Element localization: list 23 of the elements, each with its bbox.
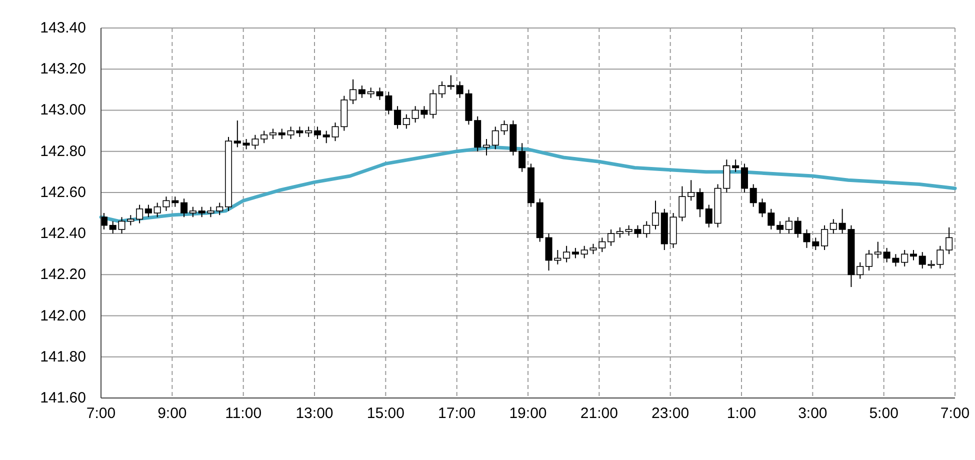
y-tick-label: 142.40: [40, 225, 86, 242]
x-tick-label: 19:00: [509, 405, 547, 422]
y-tick-label: 142.00: [40, 307, 86, 324]
x-tick-label: 15:00: [366, 405, 404, 422]
x-tick-label: 13:00: [296, 405, 334, 422]
y-tick-label: 143.40: [40, 20, 86, 36]
y-tick-label: 142.20: [40, 266, 86, 284]
x-tick-label: 7:00: [940, 405, 970, 422]
y-tick-label: 143.00: [40, 102, 86, 119]
y-tick-label: 142.80: [40, 142, 86, 160]
x-tick-label: 5:00: [869, 405, 898, 422]
x-tick-label: 11:00: [225, 405, 262, 422]
x-tick-label: 23:00: [652, 405, 690, 422]
y-tick-label: 141.80: [40, 348, 86, 366]
x-tick-label: 21:00: [580, 405, 618, 422]
x-tick-label: 3:00: [798, 405, 828, 422]
y-tick-label: 143.20: [40, 60, 86, 78]
y-tick-label: 141.60: [40, 390, 86, 406]
y-tick-label: 142.60: [40, 184, 86, 201]
x-tick-label: 1:00: [726, 405, 756, 422]
x-tick-label: 9:00: [158, 405, 187, 422]
x-tick-label: 17:00: [438, 405, 476, 422]
x-tick-label: 7:00: [86, 405, 116, 422]
